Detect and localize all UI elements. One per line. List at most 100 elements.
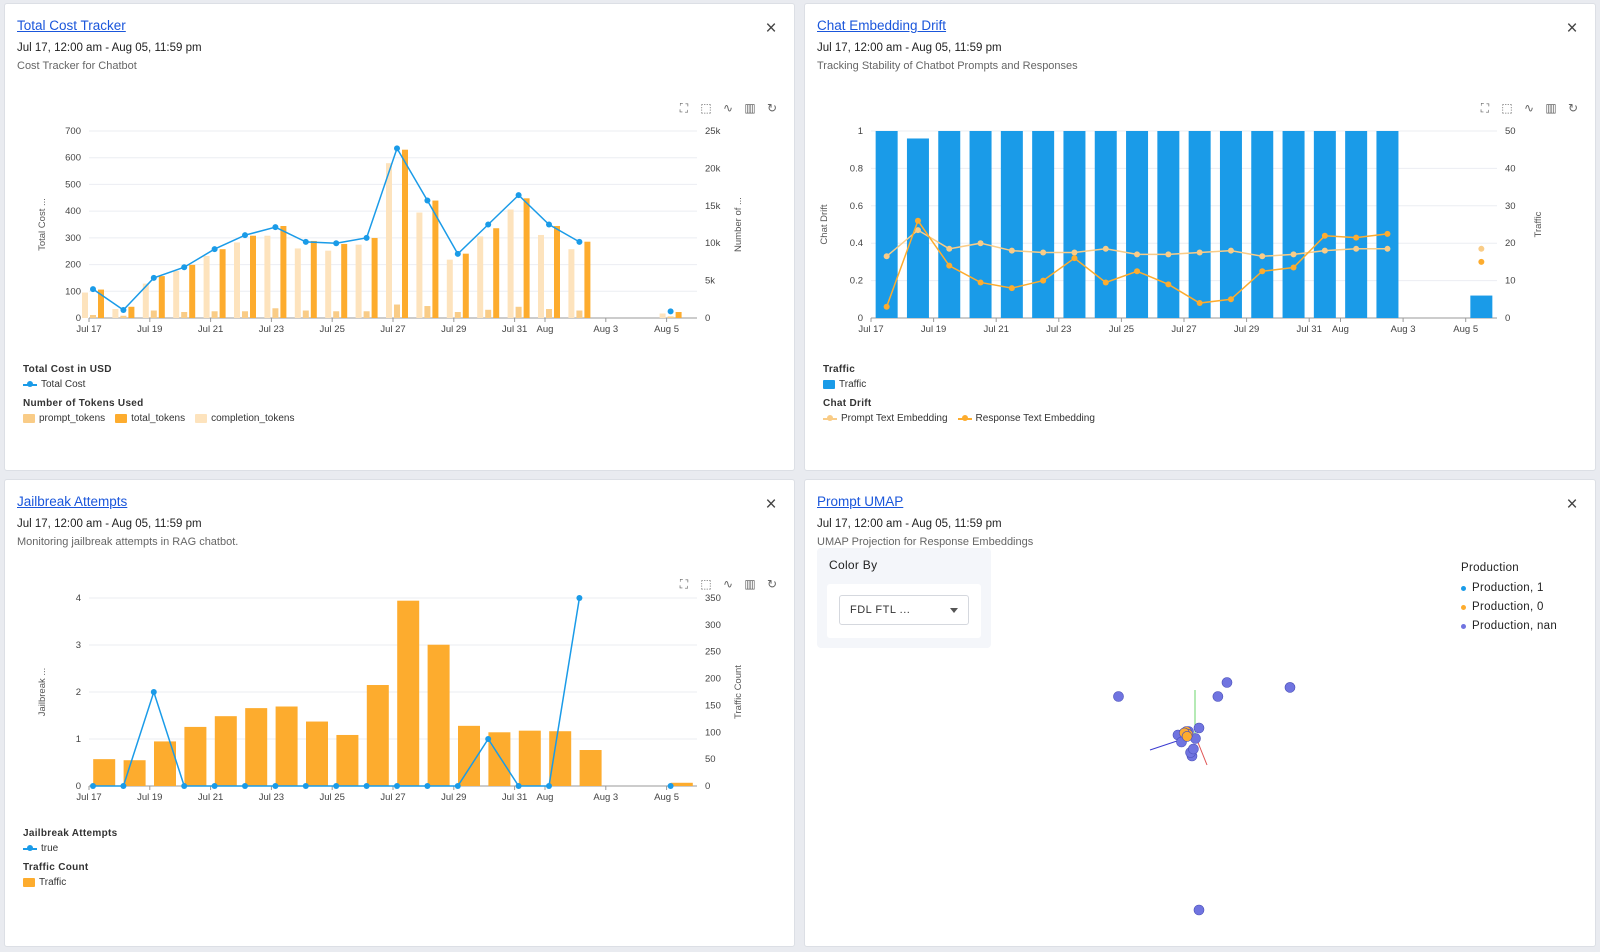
card-title-link[interactable]: Total Cost Tracker xyxy=(17,18,126,33)
legend-item-total-cost[interactable]: Total Cost xyxy=(23,379,85,390)
jailbreak-true-point xyxy=(272,783,279,789)
bar-traffic xyxy=(1094,131,1117,318)
bar-traffic xyxy=(1282,131,1305,318)
y-axis-label: Chat Drift xyxy=(819,204,830,244)
bar-completion_tokens xyxy=(386,163,392,318)
bar-chart-icon[interactable]: ▥ xyxy=(744,101,756,115)
bar-chart-icon[interactable]: ▥ xyxy=(744,577,756,591)
refresh-icon[interactable]: ↻ xyxy=(766,101,778,115)
bar-total_tokens xyxy=(310,240,317,318)
prompt-embedding-point xyxy=(1384,245,1391,252)
bar-completion_tokens xyxy=(477,236,484,318)
bar-total_tokens xyxy=(554,225,560,318)
line-chart-icon[interactable]: ∿ xyxy=(722,101,734,115)
card-subtitle: Cost Tracker for Chatbot xyxy=(17,60,137,72)
jailbreak-true-point xyxy=(242,783,248,789)
bar-prompt_tokens xyxy=(515,306,522,318)
legend-item-total-tokens[interactable]: total_tokens xyxy=(115,413,185,424)
jailbreak-true-point xyxy=(211,783,218,789)
legend-item-traffic[interactable]: Traffic xyxy=(823,379,866,390)
legend-item-prompt-embedding[interactable]: Prompt Text Embedding xyxy=(823,413,948,424)
prompt-embedding-point xyxy=(1290,251,1297,258)
response-embedding-point xyxy=(1102,279,1109,286)
legend-item-traffic[interactable]: Traffic xyxy=(23,877,66,888)
prompt-embedding-point xyxy=(1478,245,1485,252)
card-title-link[interactable]: Prompt UMAP xyxy=(817,494,904,509)
bar-traffic xyxy=(518,730,541,786)
line-chart-icon[interactable]: ∿ xyxy=(722,577,734,591)
prompt-embedding-point xyxy=(1040,249,1047,256)
card-title-link[interactable]: Chat Embedding Drift xyxy=(817,18,947,33)
bar-traffic xyxy=(154,741,176,786)
zoom-reset-icon[interactable]: ⬚ xyxy=(700,577,712,591)
x-tick-label: Aug 3 xyxy=(593,792,618,803)
legend-item-completion-tokens[interactable]: completion_tokens xyxy=(195,413,294,424)
close-icon[interactable]: × xyxy=(1566,494,1578,515)
y-axis-label: Total Cost ... xyxy=(37,198,48,251)
prompt-embedding-point xyxy=(946,245,953,252)
zoom-reset-icon[interactable]: ⬚ xyxy=(700,101,712,115)
total-cost-point xyxy=(485,221,492,228)
close-icon[interactable]: × xyxy=(765,18,777,39)
bar-traffic xyxy=(1251,131,1274,318)
line-chart-icon[interactable]: ∿ xyxy=(1523,101,1535,115)
bar-traffic xyxy=(336,734,359,786)
prompt-embedding-point xyxy=(1259,253,1266,260)
bar-prompt_tokens xyxy=(424,306,431,318)
response-embedding-point xyxy=(1290,264,1297,271)
x-tick-label: Jul 23 xyxy=(259,324,284,335)
date-range: Jul 17, 12:00 am - Aug 05, 11:59 pm xyxy=(817,518,1002,530)
legend-group-title: Number of Tokens Used xyxy=(23,398,144,409)
bar-traffic xyxy=(1345,131,1368,318)
zoom-select-icon[interactable]: ⛶ xyxy=(1480,101,1490,115)
y2-tick-label: 0 xyxy=(1505,313,1510,324)
bar-chart-icon[interactable]: ▥ xyxy=(1545,101,1557,115)
prompt-embedding-point xyxy=(977,240,984,247)
jailbreak-chart: 0 1 2 3 4 0 50 100 150 200 250 300 350 Jul 17 Jul 19 Ju… xyxy=(37,593,744,803)
jailbreak-true-point xyxy=(515,783,522,789)
color-by-label: Color By xyxy=(829,558,878,572)
x-tick-label: Jul 31 xyxy=(1297,324,1322,335)
refresh-icon[interactable]: ↻ xyxy=(766,577,778,591)
total-cost-point xyxy=(667,308,674,315)
refresh-icon[interactable]: ↻ xyxy=(1567,101,1579,115)
total-cost-point xyxy=(454,250,461,257)
bar-traffic xyxy=(458,725,480,786)
y2-tick-label: 10k xyxy=(705,238,721,249)
card-title-link[interactable]: Jailbreak Attempts xyxy=(17,494,128,509)
color-by-select[interactable]: FDL FTL ... xyxy=(839,595,969,625)
bar-total_tokens xyxy=(493,228,500,318)
total-cost-line xyxy=(92,146,580,311)
bar-completion_tokens xyxy=(659,313,666,318)
close-icon[interactable]: × xyxy=(765,494,777,515)
legend-item-production-1[interactable]: Production, 1 xyxy=(1461,582,1557,594)
legend-item-prompt-tokens[interactable]: prompt_tokens xyxy=(23,413,105,424)
x-tick-label: Jul 19 xyxy=(137,324,162,335)
bar-completion_tokens xyxy=(264,235,271,318)
zoom-select-icon[interactable]: ⛶ xyxy=(679,577,689,591)
y-tick-label: 0.4 xyxy=(850,238,863,249)
zoom-reset-icon[interactable]: ⬚ xyxy=(1501,101,1513,115)
scatter-point xyxy=(1284,682,1296,693)
close-icon[interactable]: × xyxy=(1566,18,1578,39)
prompt-embedding-point xyxy=(1353,245,1360,252)
prompt-embedding-point xyxy=(1227,247,1234,254)
legend-group-title: Chat Drift xyxy=(823,398,872,409)
bar-prompt_tokens xyxy=(546,309,552,318)
response-embedding-point xyxy=(1478,258,1485,265)
chevron-down-icon xyxy=(950,608,958,613)
umap-scatter[interactable] xyxy=(805,480,1596,947)
y2-tick-label: 25k xyxy=(705,126,721,137)
bar-traffic xyxy=(1376,131,1399,318)
legend-item-true[interactable]: true xyxy=(23,843,58,854)
response-embedding-point xyxy=(1040,277,1047,284)
y-tick-label: 0 xyxy=(76,781,81,792)
response-embedding-point xyxy=(1165,281,1172,288)
x-tick-label: Jul 17 xyxy=(76,324,101,335)
legend-item-production-nan[interactable]: Production, nan xyxy=(1461,620,1557,632)
legend-item-production-0[interactable]: Production, 0 xyxy=(1461,601,1557,613)
zoom-select-icon[interactable]: ⛶ xyxy=(679,101,689,115)
x-tick-label: Jul 21 xyxy=(984,324,1009,335)
x-tick-label: Jul 31 xyxy=(502,792,527,803)
legend-item-response-embedding[interactable]: Response Text Embedding xyxy=(957,413,1095,424)
